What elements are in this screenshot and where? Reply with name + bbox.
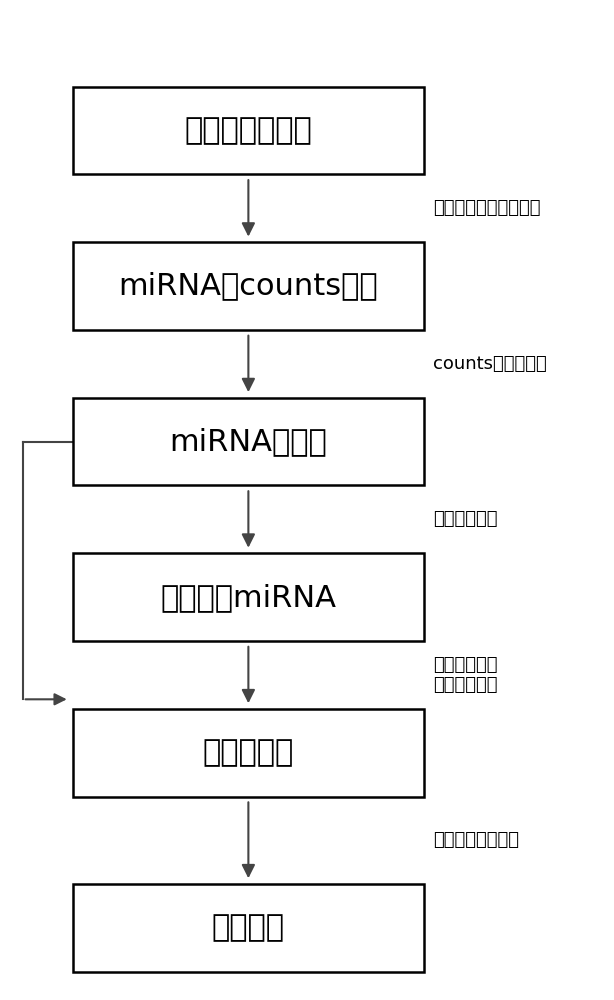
Bar: [72, 553, 424, 641]
Text: 共表达网络: 共表达网络: [203, 738, 294, 767]
Text: 高通量测序数据: 高通量测序数据: [184, 116, 313, 145]
Bar: [72, 398, 424, 485]
Text: 构建构建模块网络: 构建构建模块网络: [433, 831, 519, 849]
Text: counts数据标准化: counts数据标准化: [433, 355, 547, 373]
Bar: [72, 242, 424, 330]
Bar: [72, 87, 424, 174]
Text: 差异表达miRNA: 差异表达miRNA: [160, 583, 336, 612]
Text: 差异表达分析: 差异表达分析: [433, 510, 497, 528]
Text: 数据预处理、数据比对: 数据预处理、数据比对: [433, 199, 540, 217]
Text: miRNA表达量: miRNA表达量: [169, 427, 327, 456]
Bar: [72, 884, 424, 972]
Text: miRNA的counts数据: miRNA的counts数据: [119, 272, 378, 301]
Bar: [72, 709, 424, 797]
Text: 关键模块: 关键模块: [212, 913, 285, 942]
Text: 构建共表达网
络、层次聚类: 构建共表达网 络、层次聚类: [433, 656, 497, 694]
